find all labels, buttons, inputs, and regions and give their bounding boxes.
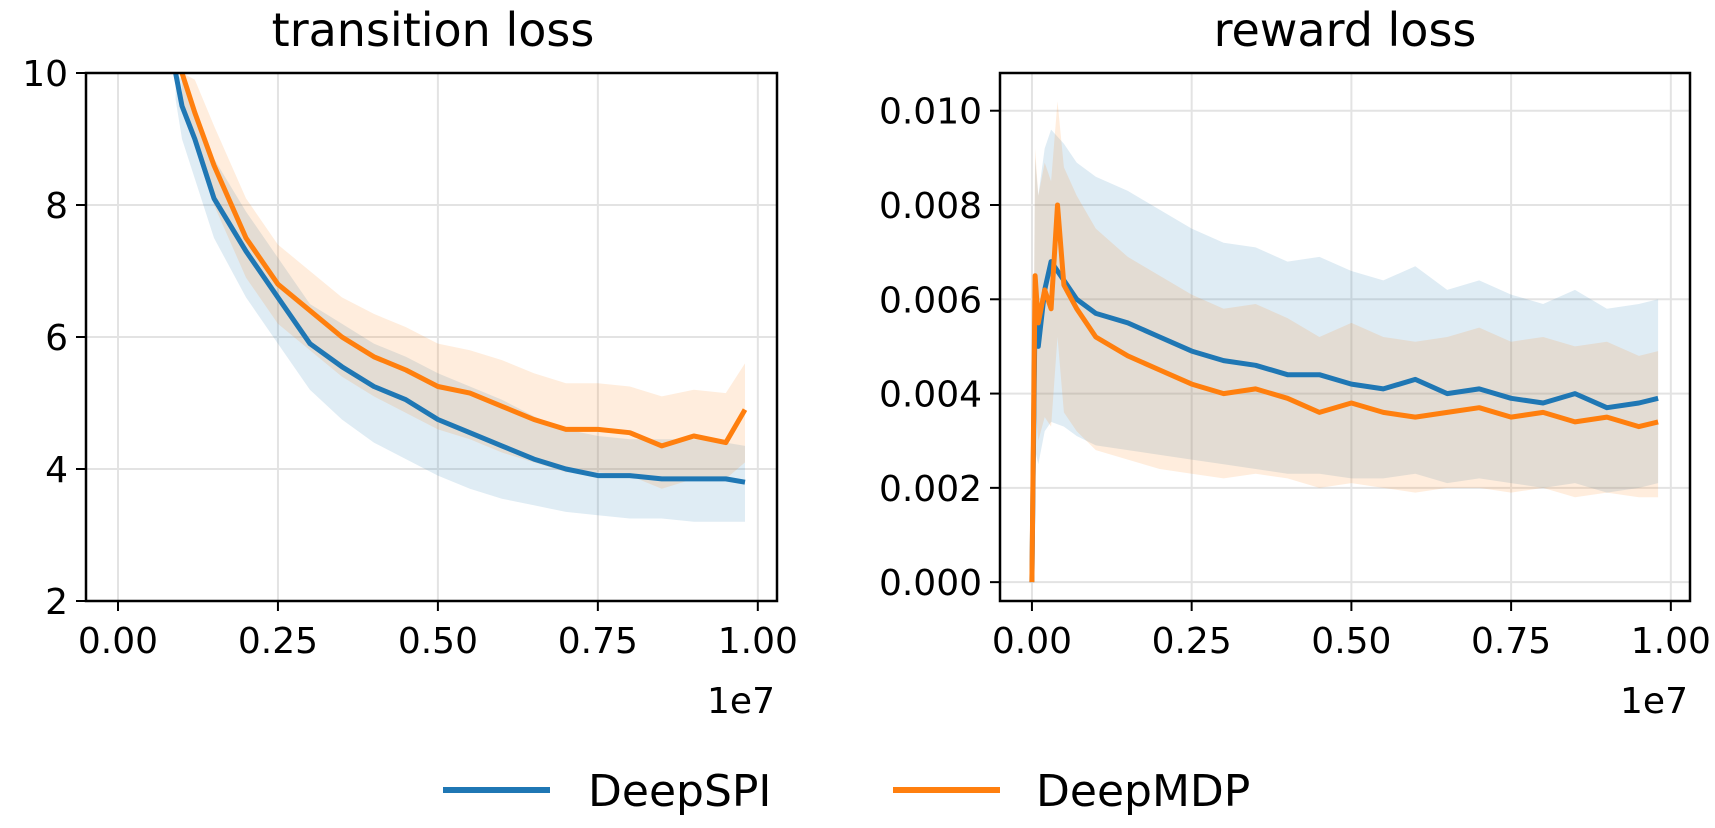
x-tick-label: 0.25 [238,621,318,662]
x-tick-label: 0.50 [1311,621,1391,662]
band-deepmdp [182,73,745,489]
y-tick-label: 0.004 [879,375,982,416]
x-tick-label: 1.00 [718,621,798,662]
y-tick-label: 6 [45,318,68,359]
y-ticks: 0.000 0.002 0.004 0.006 0.008 0.010 [879,92,1000,604]
confidence-bands [1031,101,1659,583]
y-tick-label: 10 [22,54,68,95]
x-tick-label: 0.75 [1471,621,1551,662]
series-lines [1029,202,1659,583]
legend: DeepSPI DeepMDP [443,766,1250,817]
y-tick-label: 8 [45,186,68,227]
axes [998,71,1692,603]
series-lines [173,73,748,485]
x-offset-label: 1e7 [707,681,775,722]
transition-loss-panel: transition loss 0.00 0.25 0.50 0.75 1.00 2 4 6… [22,3,798,722]
y-tick-label: 4 [45,450,68,491]
reward-loss-panel: reward loss 0.00 0.25 0.50 0.75 1.00 0.0000.… [879,3,1711,722]
legend-label-deepspi: DeepSPI [588,766,771,817]
y-tick-label: 0.008 [879,186,982,227]
y-tick-label: 0.000 [879,563,982,604]
x-offset-label: 1e7 [1620,681,1688,722]
series-line-deepmdp [1029,202,1659,583]
series-line-deepspi [173,73,746,485]
x-tick-label: 0.00 [78,621,158,662]
plot-frame [998,71,1692,603]
x-tick-label: 1.00 [1631,621,1711,662]
x-ticks: 0.00 0.25 0.50 0.75 1.00 [992,601,1711,662]
y-tick-label: 0.006 [879,280,982,321]
series-line-deepmdp [179,73,748,449]
legend-label-deepmdp: DeepMDP [1036,766,1250,817]
y-tick-label: 2 [45,582,68,623]
chart-title: reward loss [1214,3,1477,57]
band-deepspi [1031,129,1659,583]
x-tick-label: 0.50 [398,621,478,662]
x-tick-label: 0.25 [1152,621,1232,662]
x-tick-label: 0.00 [992,621,1072,662]
x-ticks: 0.00 0.25 0.50 0.75 1.00 [78,601,798,662]
y-tick-label: 0.010 [879,92,982,133]
y-tick-label: 0.002 [879,469,982,510]
chart-title: transition loss [272,3,595,57]
y-ticks: 2 4 6 8 10 [22,54,86,623]
confidence-bands [175,73,746,522]
band-deepmdp [1031,101,1659,583]
x-tick-label: 0.75 [558,621,638,662]
